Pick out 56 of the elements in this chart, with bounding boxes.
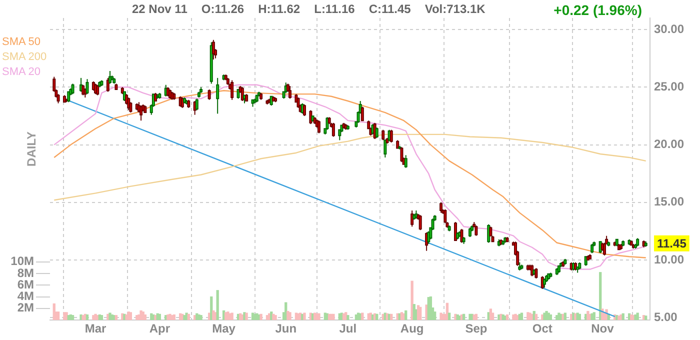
bar (390, 314, 393, 320)
text: +0.22 (1.96%) (554, 2, 642, 18)
text: C:11.45 (368, 2, 411, 18)
bar (100, 315, 104, 320)
x-tick-label: Mar (84, 322, 107, 336)
bar (404, 310, 408, 320)
bar (172, 314, 176, 320)
text: O:11.26 (201, 2, 244, 18)
text: L:11.16 (314, 2, 355, 18)
x-tick-label: Sep (465, 322, 488, 336)
x-tick-label: Jun (275, 322, 297, 336)
bar (636, 312, 639, 320)
x-tick-label: Aug (400, 322, 424, 336)
bar (216, 290, 219, 320)
bar (129, 312, 132, 320)
bar (534, 314, 538, 320)
y-tick-label: 10.00 (654, 252, 684, 266)
bar (425, 304, 428, 320)
x-tick-label: Nov (591, 322, 614, 336)
bar (448, 312, 451, 320)
y-tick-label: 25.00 (654, 79, 684, 94)
bar (549, 314, 552, 320)
bar (506, 314, 509, 320)
y2-tick-label: 8M (17, 266, 34, 280)
bar (564, 312, 567, 320)
bar (644, 316, 648, 320)
text: SMA 20 (2, 66, 41, 78)
bar (346, 315, 350, 320)
text: H:11.62 (258, 2, 300, 18)
bar (434, 312, 436, 320)
y2-tick-label: 10M (10, 254, 34, 268)
bar (410, 280, 414, 320)
y2-tick-label: 2M (17, 300, 34, 315)
y-tick-label: 30.00 (654, 22, 684, 36)
text: SMA 50 (2, 36, 41, 48)
bar (520, 312, 524, 320)
y-tick-label: 20.00 (654, 137, 684, 152)
y2-axis-title: DAILY (24, 132, 38, 166)
x-tick-label: Apr (149, 322, 170, 336)
y2-tick-label: 4M (17, 289, 34, 304)
bar (474, 314, 478, 320)
text: 11.45 (657, 236, 687, 251)
y-tick-label: 5.00 (654, 310, 678, 324)
x-tick-label: Jul (339, 322, 357, 336)
bar (144, 314, 147, 320)
x-tick-label: Oct (532, 322, 552, 336)
y2-tick-label: 6M (17, 277, 34, 292)
bar (114, 315, 118, 320)
text: SMA 200 (2, 51, 47, 64)
x-tick-label: May (212, 322, 236, 336)
text: Vol:713.1K (424, 2, 486, 18)
bar (491, 312, 494, 320)
text: 22 Nov 11 (132, 2, 188, 18)
y-tick-label: 15.00 (654, 194, 684, 209)
bar (592, 312, 596, 320)
bar (419, 306, 422, 320)
